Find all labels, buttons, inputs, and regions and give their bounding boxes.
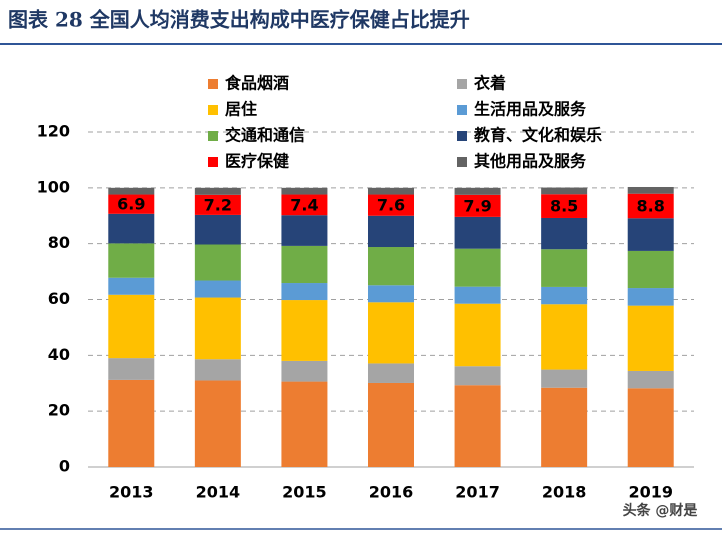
y-tick-label: 0 [59,457,70,476]
bar-segment [281,300,328,361]
watermark: 头条 @财是 [623,502,699,519]
bar-segment [281,360,328,382]
bar-segment [368,187,414,195]
data-label: 7.2 [204,195,232,214]
bar-segment [541,286,588,305]
bar-segment [108,187,155,195]
data-label: 6.9 [117,195,145,214]
bar-segment [368,382,414,467]
bar-segment [627,218,674,251]
bar-segment [108,213,155,244]
y-tick-label: 20 [48,401,70,420]
bar-segment [281,245,328,284]
legend-swatch [208,131,218,141]
bar-segment [368,247,414,286]
bar-segment [627,305,674,371]
bar-segment [541,217,588,250]
bar-segment [108,194,155,214]
bar-segment [194,194,241,215]
bar-segment [541,249,588,287]
bar-segment [627,193,674,219]
legend-label: 生活用品及服务 [474,100,587,119]
bar-segment [368,194,414,216]
x-tick-label: 2016 [369,483,414,502]
bar-segment [194,214,241,245]
bar-segment [281,187,328,195]
data-label: 7.9 [463,196,491,215]
legend-swatch [457,79,467,89]
x-tick-label: 2013 [109,483,154,502]
bar-segment [368,285,414,303]
bar-segment [108,243,155,278]
legend-label: 教育、文化和娱乐 [474,126,602,145]
legend-label: 食品烟酒 [224,74,289,93]
legend-swatch [208,79,218,89]
bar-segment [281,215,328,246]
bar-segment [541,194,588,218]
bar-segment [108,277,155,295]
bar-segment [194,380,241,467]
legend-swatch [208,157,218,167]
bar-segment [454,187,501,195]
bar-segment [454,248,501,287]
bar-segment [281,283,328,301]
legend-label: 交通和通信 [225,126,305,145]
bar-segment [194,359,241,381]
chart-title: 图表 28 全国人均消费支出构成中医疗保健占比提升 [8,8,470,32]
bar-segment [627,288,674,306]
data-label: 7.4 [290,195,318,214]
bar-segment [627,388,674,467]
bar-segment [368,215,414,248]
bar-segment [541,187,588,195]
bar-segment [541,369,588,388]
bar-segment [454,366,501,386]
bar-segment [281,381,328,467]
y-tick-label: 60 [48,289,70,308]
bar-segment [454,385,501,467]
legend-swatch [457,105,467,115]
bar-segment [454,194,501,217]
bar-segment [194,280,241,298]
bar-segment [454,303,501,367]
legend-label: 医疗保健 [225,152,289,171]
data-label: 8.5 [550,197,578,216]
bar-segment [368,363,414,383]
x-tick-label: 2017 [455,483,500,502]
legend-swatch [208,105,218,115]
legend-label: 居住 [225,100,257,119]
bar-segment [627,370,674,389]
bar-segment [108,294,155,359]
bar-segment [454,216,501,249]
x-tick-label: 2018 [542,483,587,502]
legend-label: 其他用品及服务 [474,152,587,171]
bar-segment [194,187,241,195]
bar-segment [108,379,155,467]
data-label: 7.6 [377,196,405,215]
bar-segment [541,387,588,467]
y-tick-label: 120 [37,122,70,141]
y-tick-label: 100 [37,177,70,196]
data-label: 8.8 [637,196,665,215]
bar-segment [281,194,328,216]
bar-segment [627,250,674,289]
bar-segment [627,186,674,194]
legend-swatch [457,131,467,141]
y-tick-label: 80 [48,233,70,252]
y-tick-label: 40 [48,345,70,364]
x-tick-label: 2015 [282,483,327,502]
x-tick-label: 2014 [196,483,241,502]
legend-swatch [457,157,467,167]
bar-segment [194,297,241,360]
bar-segment [454,286,501,304]
bar-segment [541,304,588,370]
bar-segment [368,302,414,364]
legend-label: 衣着 [474,74,506,93]
x-tick-label: 2019 [628,483,673,502]
bar-segment [194,244,241,281]
bar-segment [108,358,155,380]
